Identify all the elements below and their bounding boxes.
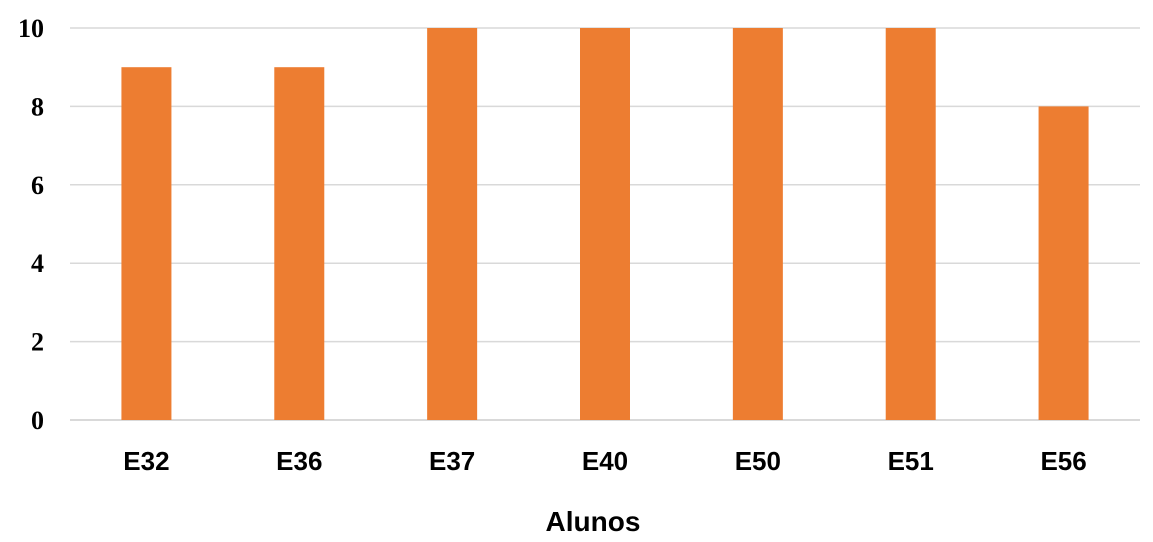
y-tick-label: 0 (31, 406, 44, 435)
x-tick-label: E51 (888, 446, 934, 476)
x-axis-ticks: E32 E36 E37 E40 E50 E51 E56 (123, 446, 1086, 476)
bars (121, 28, 1089, 421)
x-tick-label: E32 (123, 446, 169, 476)
x-tick-label: E50 (735, 446, 781, 476)
x-tick-label: E36 (276, 446, 322, 476)
y-tick-label: 10 (18, 14, 44, 43)
x-axis-label: Alunos (546, 506, 641, 537)
bar-e37 (427, 28, 478, 420)
bar-e51 (885, 28, 936, 420)
bar-e50 (732, 28, 783, 420)
y-tick-label: 4 (31, 249, 44, 278)
y-tick-label: 8 (31, 92, 44, 121)
x-tick-label: E56 (1040, 446, 1086, 476)
y-tick-label: 2 (31, 328, 44, 357)
x-tick-label: E40 (582, 446, 628, 476)
bar-e40 (580, 28, 630, 420)
bar-e32 (121, 67, 172, 420)
y-tick-label: 6 (31, 171, 44, 200)
bar-e56 (1038, 106, 1089, 421)
bar-e36 (274, 67, 325, 420)
x-tick-label: E37 (429, 446, 475, 476)
y-axis-ticks: 0 2 4 6 8 10 (18, 14, 44, 435)
